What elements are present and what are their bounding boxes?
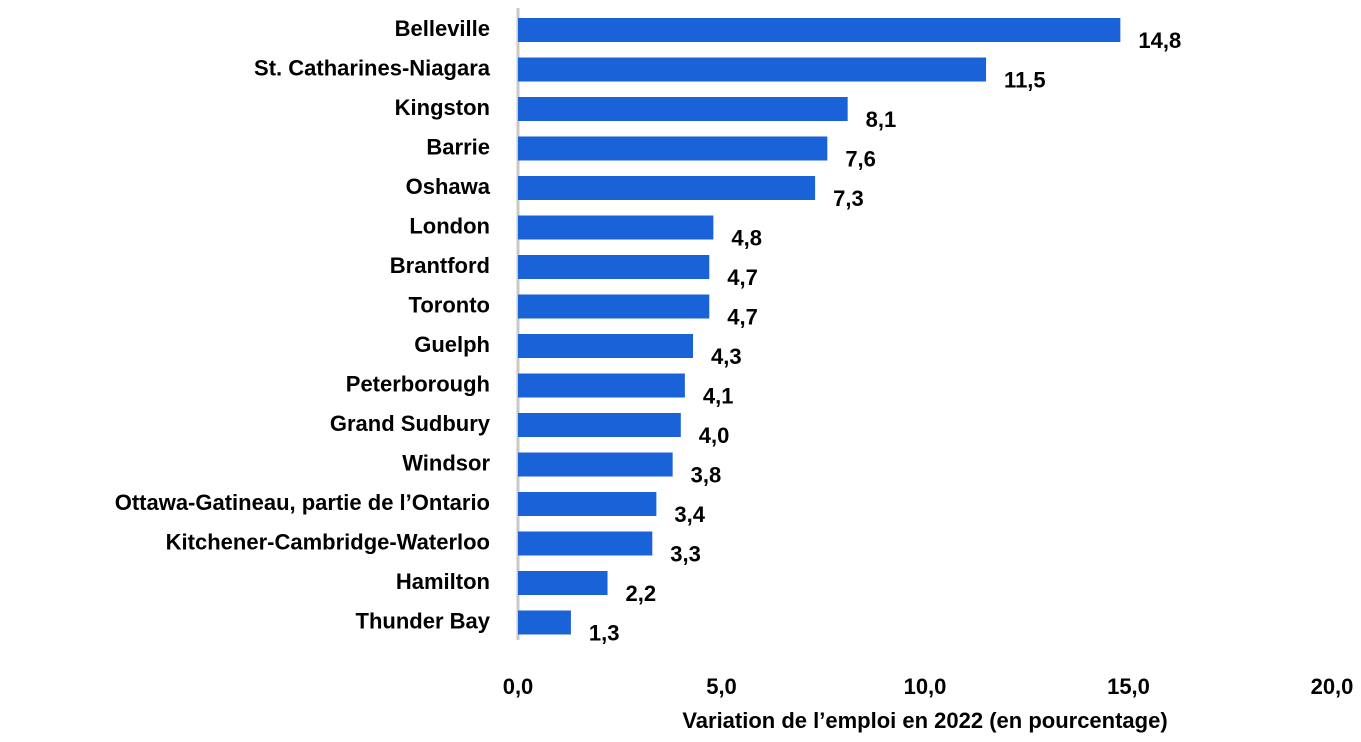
bar <box>518 334 694 358</box>
y-tick-label: Kingston <box>395 95 490 120</box>
value-label: 4,7 <box>727 265 758 290</box>
y-tick-label: Toronto <box>409 292 490 317</box>
y-tick-label: Brantford <box>390 253 490 278</box>
y-tick-label: Thunder Bay <box>356 608 491 633</box>
value-label: 14,8 <box>1138 28 1181 53</box>
bar <box>518 18 1121 42</box>
y-tick-label: Hamilton <box>396 569 490 594</box>
value-label: 2,2 <box>626 581 657 606</box>
bar <box>518 531 653 556</box>
x-axis-title: Variation de l’emploi en 2022 (en pource… <box>682 708 1167 733</box>
bar <box>518 57 987 82</box>
value-label: 3,8 <box>691 462 722 487</box>
y-tick-label: Ottawa-Gatineau, partie de l’Ontario <box>115 490 490 515</box>
bar <box>518 413 681 437</box>
y-tick-label: St. Catharines-Niagara <box>254 55 491 80</box>
value-label: 8,1 <box>866 107 897 132</box>
value-label: 11,5 <box>1004 67 1046 92</box>
bar <box>518 255 710 279</box>
y-tick-label: Kitchener-Cambridge-Waterloo <box>166 529 490 554</box>
y-tick-label: Guelph <box>414 332 490 357</box>
value-label: 1,3 <box>589 620 620 645</box>
y-tick-label: Grand Sudbury <box>330 411 491 436</box>
bar <box>518 176 816 200</box>
y-tick-label: Belleville <box>395 16 490 41</box>
bar <box>518 97 848 121</box>
value-label: 4,3 <box>711 344 742 369</box>
bar <box>518 452 673 477</box>
x-tick-label: 0,0 <box>503 674 534 699</box>
y-tick-label: Oshawa <box>406 174 491 199</box>
value-label: 3,4 <box>674 502 705 527</box>
bar <box>518 215 714 240</box>
bar <box>518 373 685 398</box>
x-tick-label: 5,0 <box>706 674 737 699</box>
x-tick-label: 20,0 <box>1311 674 1354 699</box>
value-label: 7,6 <box>845 146 876 171</box>
y-tick-label: London <box>409 213 490 238</box>
y-tick-label: Barrie <box>426 134 490 159</box>
value-label: 3,3 <box>670 541 701 566</box>
value-label: 7,3 <box>833 186 864 211</box>
bar <box>518 136 828 161</box>
value-label: 4,0 <box>699 423 730 448</box>
y-tick-label: Peterborough <box>346 371 490 396</box>
value-label: 4,1 <box>703 383 734 408</box>
y-tick-label: Windsor <box>402 450 490 475</box>
value-label: 4,7 <box>727 304 758 329</box>
bar <box>518 610 571 635</box>
bar <box>518 571 608 595</box>
x-tick-label: 15,0 <box>1107 674 1150 699</box>
bar <box>518 294 710 319</box>
bar <box>518 492 657 516</box>
x-tick-label: 10,0 <box>904 674 947 699</box>
value-label: 4,8 <box>731 225 762 250</box>
